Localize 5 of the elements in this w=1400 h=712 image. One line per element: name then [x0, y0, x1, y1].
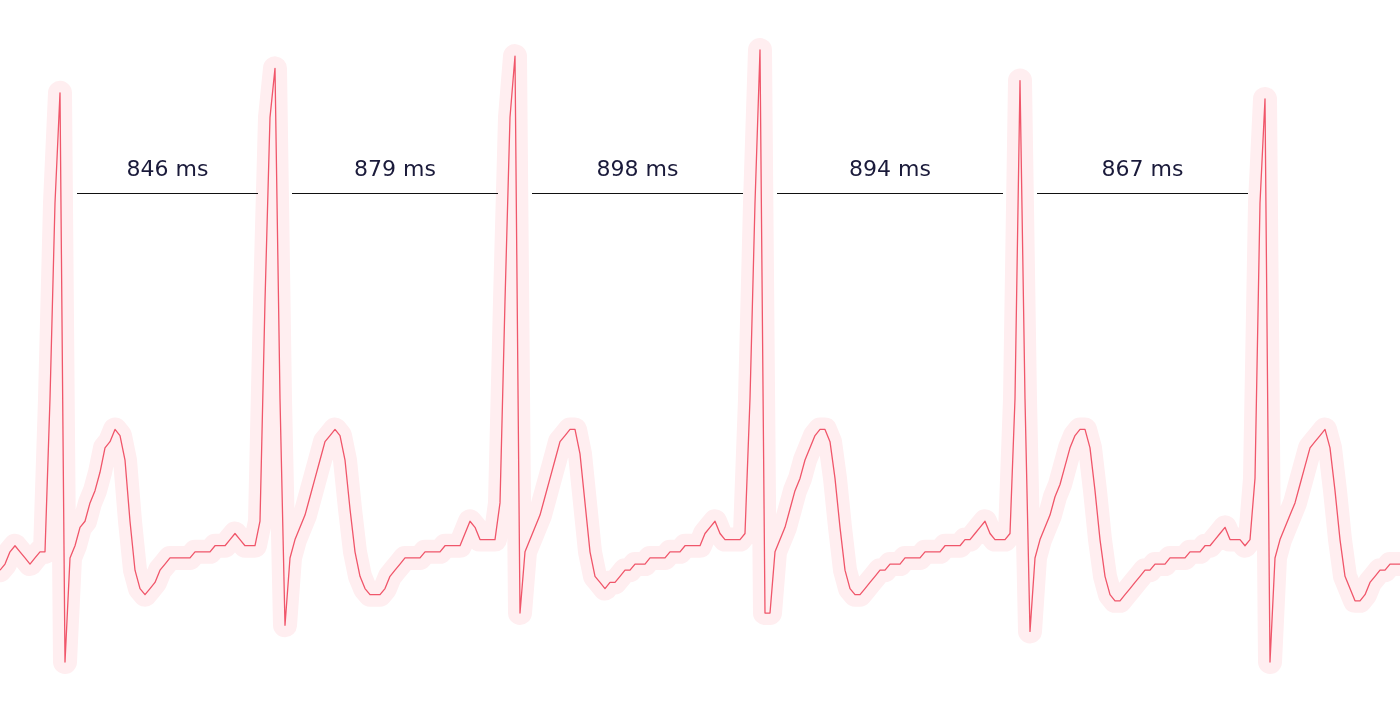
annotation: 867 ms	[1101, 156, 1184, 181]
annotation: 879 ms	[354, 156, 436, 181]
annotation: 894 ms	[849, 156, 931, 181]
annotation: 846 ms	[126, 156, 209, 181]
annotation: 898 ms	[596, 156, 679, 181]
